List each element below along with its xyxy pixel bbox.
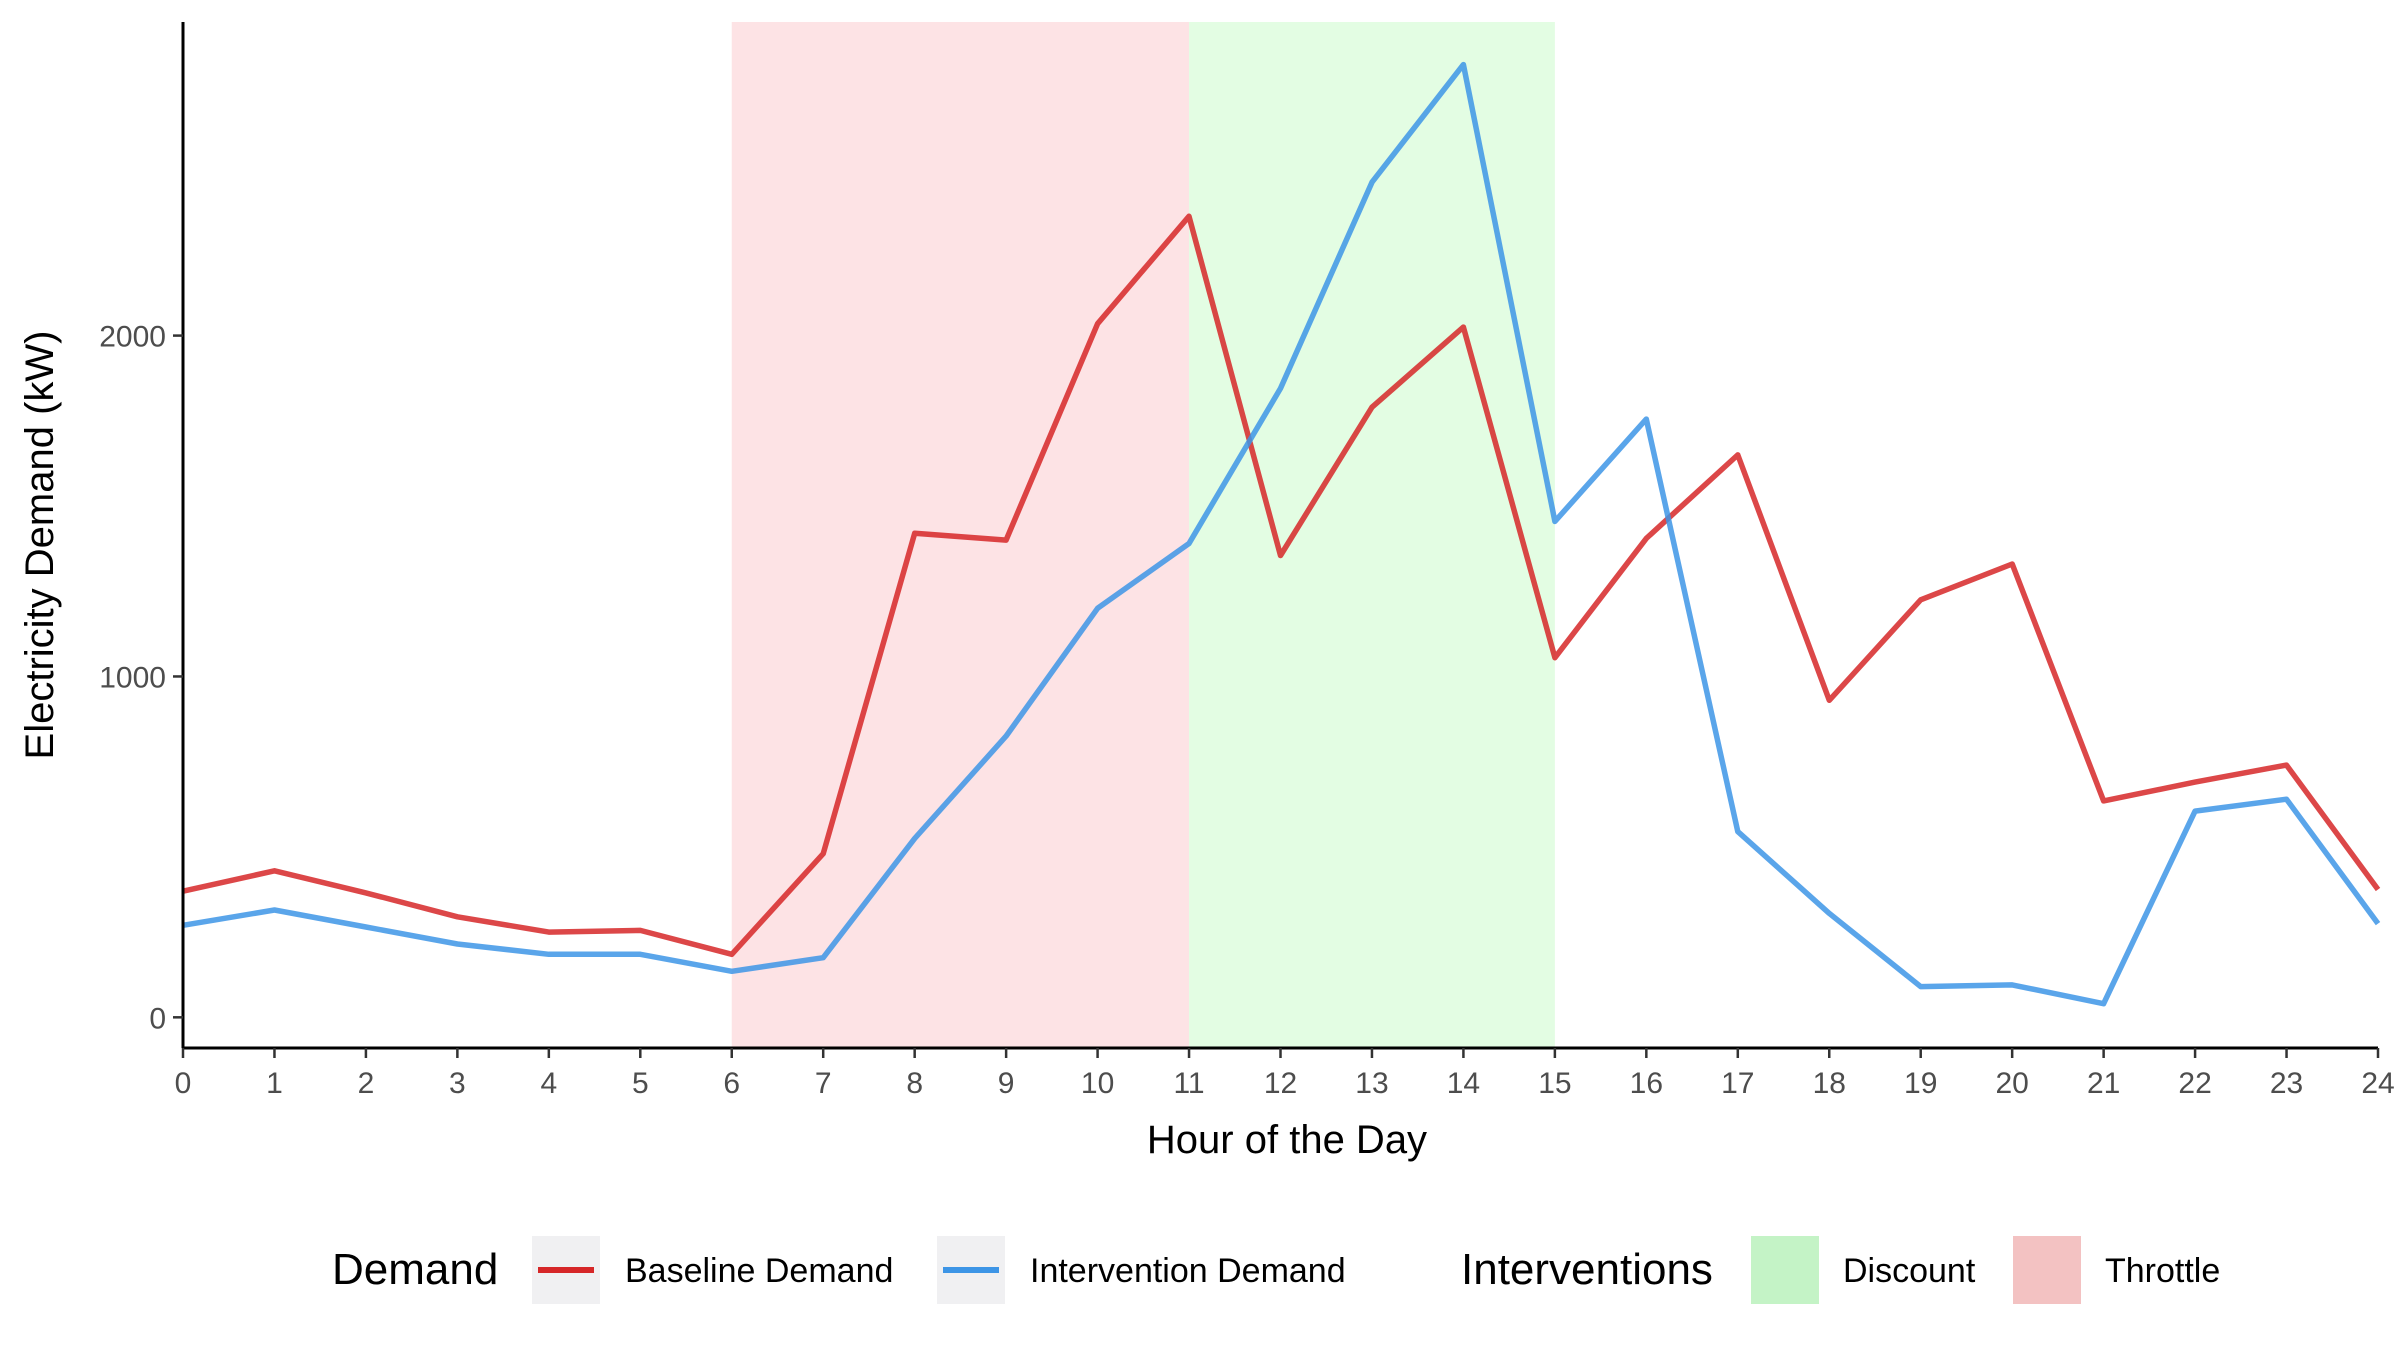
demand-series [182, 61, 2381, 1007]
x-tick-label: 24 [2361, 1067, 2394, 1100]
legend: Demand Baseline Demand Intervention Demand… [332, 1236, 2220, 1304]
x-axis-title: Hour of the Day [1147, 1118, 1427, 1162]
x-tick-label: 13 [1355, 1067, 1388, 1100]
y-tick-label: 1000 [99, 661, 166, 694]
y-tick-label: 2000 [99, 321, 166, 354]
series-line-intervention-demand [182, 61, 2381, 1007]
legend-key-swatch [1751, 1236, 1819, 1304]
x-tick-label: 11 [1173, 1067, 1204, 1100]
x-tick-label: 9 [998, 1067, 1015, 1100]
x-tick-label: 10 [1081, 1067, 1114, 1100]
x-tick-label: 21 [2087, 1067, 2120, 1100]
band-discount [1189, 22, 1555, 1048]
y-axis-title: Electricity Demand (kW) [18, 331, 62, 760]
legend-key-swatch [2013, 1236, 2081, 1304]
x-tick-label: 2 [358, 1067, 375, 1100]
intervention-bands [731, 22, 1555, 1048]
x-tick-label: 16 [1630, 1067, 1663, 1100]
x-tick-label: 5 [632, 1067, 649, 1100]
legend-label-baseline-demand: Baseline Demand [625, 1252, 893, 1290]
x-tick-label: 1 [266, 1067, 283, 1100]
legend-label-throttle: Throttle [2105, 1252, 2220, 1290]
x-tick-label: 20 [1995, 1067, 2028, 1100]
x-tick-label: 22 [2178, 1067, 2211, 1100]
x-tick-label: 8 [906, 1067, 923, 1100]
legend-label-intervention-demand: Intervention Demand [1030, 1252, 1346, 1290]
x-tick-label: 6 [723, 1067, 740, 1100]
x-tick-label: 12 [1264, 1067, 1297, 1100]
legend-label-discount: Discount [1843, 1252, 1976, 1290]
y-tick-label: 0 [149, 1002, 166, 1035]
series-line-baseline-demand [182, 213, 2381, 958]
x-tick-label: 4 [540, 1067, 557, 1100]
x-tick-label: 18 [1813, 1067, 1846, 1100]
x-tick-label: 15 [1538, 1067, 1571, 1100]
x-tick-label: 0 [175, 1067, 192, 1100]
x-tick-label: 23 [2270, 1067, 2303, 1100]
x-tick-label: 19 [1904, 1067, 1937, 1100]
legend-title-demand: Demand [332, 1245, 498, 1294]
x-tick-label: 7 [815, 1067, 832, 1100]
axes: 0 1 2 3 4 5 6 7 8 9 10 11 12 13 14 15 16 17 18 19 20 21 22 23 24… [99, 22, 2395, 1100]
x-tick-label: 14 [1447, 1067, 1480, 1100]
x-tick-label: 3 [449, 1067, 466, 1100]
x-tick-label: 17 [1721, 1067, 1754, 1100]
legend-title-interventions: Interventions [1461, 1245, 1713, 1294]
